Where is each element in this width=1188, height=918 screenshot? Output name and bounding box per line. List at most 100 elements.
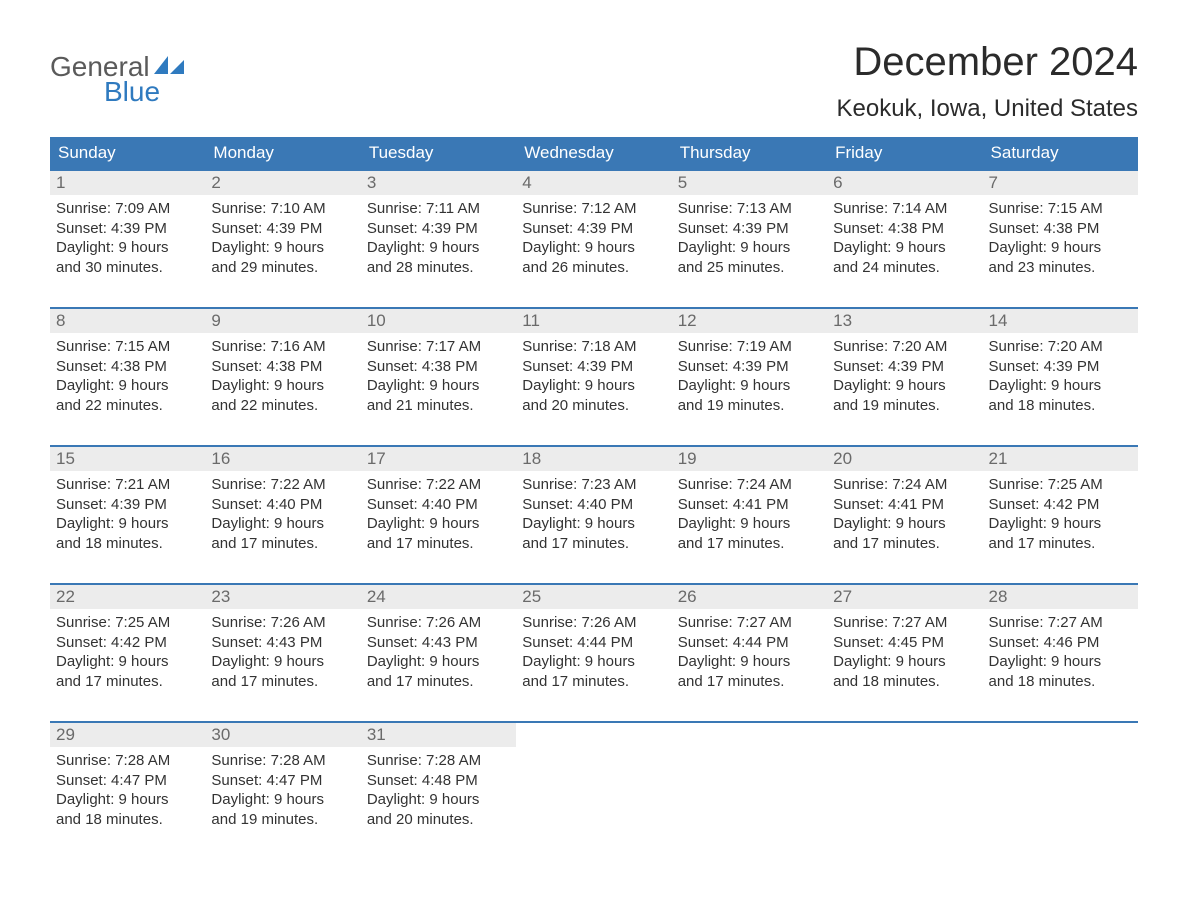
day-cell: 28Sunrise: 7:27 AMSunset: 4:46 PMDayligh… bbox=[983, 585, 1138, 705]
day-cell bbox=[827, 723, 982, 843]
day-header-row: SundayMondayTuesdayWednesdayThursdayFrid… bbox=[50, 137, 1138, 169]
day-text: Sunrise: 7:20 AMSunset: 4:39 PMDaylight:… bbox=[983, 333, 1138, 419]
day-cell: 30Sunrise: 7:28 AMSunset: 4:47 PMDayligh… bbox=[205, 723, 360, 843]
day-header-tuesday: Tuesday bbox=[361, 137, 516, 169]
day-number: 8 bbox=[50, 309, 205, 333]
day-text: Sunrise: 7:16 AMSunset: 4:38 PMDaylight:… bbox=[205, 333, 360, 419]
day-text: Sunrise: 7:14 AMSunset: 4:38 PMDaylight:… bbox=[827, 195, 982, 281]
day-header-saturday: Saturday bbox=[983, 137, 1138, 169]
location: Keokuk, Iowa, United States bbox=[837, 95, 1139, 123]
day-text: Sunrise: 7:27 AMSunset: 4:44 PMDaylight:… bbox=[672, 609, 827, 695]
day-number: 11 bbox=[516, 309, 671, 333]
day-number: 19 bbox=[672, 447, 827, 471]
day-cell: 18Sunrise: 7:23 AMSunset: 4:40 PMDayligh… bbox=[516, 447, 671, 567]
day-number: 17 bbox=[361, 447, 516, 471]
day-number: 5 bbox=[672, 171, 827, 195]
day-cell: 22Sunrise: 7:25 AMSunset: 4:42 PMDayligh… bbox=[50, 585, 205, 705]
day-cell: 6Sunrise: 7:14 AMSunset: 4:38 PMDaylight… bbox=[827, 171, 982, 291]
day-cell: 17Sunrise: 7:22 AMSunset: 4:40 PMDayligh… bbox=[361, 447, 516, 567]
day-text: Sunrise: 7:24 AMSunset: 4:41 PMDaylight:… bbox=[672, 471, 827, 557]
day-number: 13 bbox=[827, 309, 982, 333]
day-text: Sunrise: 7:28 AMSunset: 4:47 PMDaylight:… bbox=[50, 747, 205, 833]
day-number: 1 bbox=[50, 171, 205, 195]
day-header-wednesday: Wednesday bbox=[516, 137, 671, 169]
day-number: 25 bbox=[516, 585, 671, 609]
day-number: 10 bbox=[361, 309, 516, 333]
day-text: Sunrise: 7:22 AMSunset: 4:40 PMDaylight:… bbox=[205, 471, 360, 557]
week-row: 8Sunrise: 7:15 AMSunset: 4:38 PMDaylight… bbox=[50, 307, 1138, 429]
day-cell bbox=[983, 723, 1138, 843]
day-cell bbox=[516, 723, 671, 843]
day-cell: 7Sunrise: 7:15 AMSunset: 4:38 PMDaylight… bbox=[983, 171, 1138, 291]
day-cell: 4Sunrise: 7:12 AMSunset: 4:39 PMDaylight… bbox=[516, 171, 671, 291]
day-cell: 15Sunrise: 7:21 AMSunset: 4:39 PMDayligh… bbox=[50, 447, 205, 567]
day-text: Sunrise: 7:23 AMSunset: 4:40 PMDaylight:… bbox=[516, 471, 671, 557]
day-text: Sunrise: 7:28 AMSunset: 4:47 PMDaylight:… bbox=[205, 747, 360, 833]
day-text: Sunrise: 7:20 AMSunset: 4:39 PMDaylight:… bbox=[827, 333, 982, 419]
day-text: Sunrise: 7:28 AMSunset: 4:48 PMDaylight:… bbox=[361, 747, 516, 833]
calendar: SundayMondayTuesdayWednesdayThursdayFrid… bbox=[50, 137, 1138, 843]
day-number: 28 bbox=[983, 585, 1138, 609]
day-cell: 3Sunrise: 7:11 AMSunset: 4:39 PMDaylight… bbox=[361, 171, 516, 291]
day-cell: 29Sunrise: 7:28 AMSunset: 4:47 PMDayligh… bbox=[50, 723, 205, 843]
day-number: 26 bbox=[672, 585, 827, 609]
day-number: 18 bbox=[516, 447, 671, 471]
day-number: 22 bbox=[50, 585, 205, 609]
day-cell: 13Sunrise: 7:20 AMSunset: 4:39 PMDayligh… bbox=[827, 309, 982, 429]
day-cell: 16Sunrise: 7:22 AMSunset: 4:40 PMDayligh… bbox=[205, 447, 360, 567]
day-number: 31 bbox=[361, 723, 516, 747]
day-cell: 27Sunrise: 7:27 AMSunset: 4:45 PMDayligh… bbox=[827, 585, 982, 705]
day-text: Sunrise: 7:25 AMSunset: 4:42 PMDaylight:… bbox=[50, 609, 205, 695]
day-header-thursday: Thursday bbox=[672, 137, 827, 169]
day-cell: 10Sunrise: 7:17 AMSunset: 4:38 PMDayligh… bbox=[361, 309, 516, 429]
day-number: 16 bbox=[205, 447, 360, 471]
day-number: 20 bbox=[827, 447, 982, 471]
day-cell: 31Sunrise: 7:28 AMSunset: 4:48 PMDayligh… bbox=[361, 723, 516, 843]
day-cell bbox=[672, 723, 827, 843]
day-cell: 1Sunrise: 7:09 AMSunset: 4:39 PMDaylight… bbox=[50, 171, 205, 291]
day-number: 4 bbox=[516, 171, 671, 195]
day-number: 15 bbox=[50, 447, 205, 471]
day-number: 24 bbox=[361, 585, 516, 609]
day-cell: 20Sunrise: 7:24 AMSunset: 4:41 PMDayligh… bbox=[827, 447, 982, 567]
day-text: Sunrise: 7:25 AMSunset: 4:42 PMDaylight:… bbox=[983, 471, 1138, 557]
day-text: Sunrise: 7:21 AMSunset: 4:39 PMDaylight:… bbox=[50, 471, 205, 557]
day-text: Sunrise: 7:12 AMSunset: 4:39 PMDaylight:… bbox=[516, 195, 671, 281]
day-number: 14 bbox=[983, 309, 1138, 333]
logo: General Blue bbox=[50, 40, 184, 107]
day-header-monday: Monday bbox=[205, 137, 360, 169]
day-cell: 5Sunrise: 7:13 AMSunset: 4:39 PMDaylight… bbox=[672, 171, 827, 291]
day-cell: 21Sunrise: 7:25 AMSunset: 4:42 PMDayligh… bbox=[983, 447, 1138, 567]
day-number: 30 bbox=[205, 723, 360, 747]
day-cell: 2Sunrise: 7:10 AMSunset: 4:39 PMDaylight… bbox=[205, 171, 360, 291]
day-cell: 8Sunrise: 7:15 AMSunset: 4:38 PMDaylight… bbox=[50, 309, 205, 429]
day-cell: 19Sunrise: 7:24 AMSunset: 4:41 PMDayligh… bbox=[672, 447, 827, 567]
weeks-container: 1Sunrise: 7:09 AMSunset: 4:39 PMDaylight… bbox=[50, 169, 1138, 843]
day-text bbox=[983, 747, 1138, 755]
day-text: Sunrise: 7:19 AMSunset: 4:39 PMDaylight:… bbox=[672, 333, 827, 419]
day-number: 2 bbox=[205, 171, 360, 195]
header: General Blue December 2024 Keokuk, Iowa,… bbox=[50, 40, 1138, 123]
month-title: December 2024 bbox=[837, 40, 1139, 85]
day-text: Sunrise: 7:11 AMSunset: 4:39 PMDaylight:… bbox=[361, 195, 516, 281]
day-number: 7 bbox=[983, 171, 1138, 195]
day-text: Sunrise: 7:26 AMSunset: 4:44 PMDaylight:… bbox=[516, 609, 671, 695]
day-text: Sunrise: 7:15 AMSunset: 4:38 PMDaylight:… bbox=[50, 333, 205, 419]
day-number: 29 bbox=[50, 723, 205, 747]
day-text: Sunrise: 7:13 AMSunset: 4:39 PMDaylight:… bbox=[672, 195, 827, 281]
day-number: 27 bbox=[827, 585, 982, 609]
day-text: Sunrise: 7:18 AMSunset: 4:39 PMDaylight:… bbox=[516, 333, 671, 419]
day-number: 21 bbox=[983, 447, 1138, 471]
week-row: 22Sunrise: 7:25 AMSunset: 4:42 PMDayligh… bbox=[50, 583, 1138, 705]
day-text: Sunrise: 7:17 AMSunset: 4:38 PMDaylight:… bbox=[361, 333, 516, 419]
day-text bbox=[672, 747, 827, 755]
day-number: 6 bbox=[827, 171, 982, 195]
day-cell: 23Sunrise: 7:26 AMSunset: 4:43 PMDayligh… bbox=[205, 585, 360, 705]
week-row: 15Sunrise: 7:21 AMSunset: 4:39 PMDayligh… bbox=[50, 445, 1138, 567]
day-cell: 11Sunrise: 7:18 AMSunset: 4:39 PMDayligh… bbox=[516, 309, 671, 429]
day-cell: 26Sunrise: 7:27 AMSunset: 4:44 PMDayligh… bbox=[672, 585, 827, 705]
day-text bbox=[516, 747, 671, 755]
day-text: Sunrise: 7:22 AMSunset: 4:40 PMDaylight:… bbox=[361, 471, 516, 557]
day-number: 12 bbox=[672, 309, 827, 333]
week-row: 1Sunrise: 7:09 AMSunset: 4:39 PMDaylight… bbox=[50, 169, 1138, 291]
